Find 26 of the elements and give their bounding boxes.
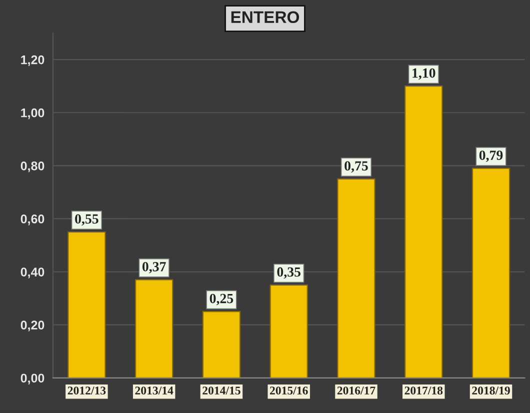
y-tick-label: 0,60 [20, 214, 44, 226]
x-tick-label: 2018/19 [472, 386, 510, 395]
x-tick-label: 2014/15 [202, 386, 240, 395]
y-tick-label: 0,80 [20, 161, 44, 172]
bar [134, 279, 174, 378]
x-tick-label: 2015/16 [270, 386, 308, 395]
data-label: 0,37 [142, 262, 166, 274]
x-tick-label: 2017/18 [404, 386, 443, 395]
data-label: 0,79 [479, 150, 503, 162]
y-tick-label: 1,20 [21, 55, 44, 66]
bar [202, 311, 241, 378]
y-tick-label: 0,20 [20, 320, 44, 332]
y-tick-label: 1,00 [21, 108, 44, 120]
x-tick-label: 2012/13 [68, 386, 106, 395]
x-tick-label: 2016/17 [337, 386, 376, 395]
y-tick-label: 0,00 [20, 374, 44, 384]
data-label: 0,55 [75, 214, 98, 226]
bar [404, 86, 443, 378]
data-label: 0,35 [277, 267, 300, 279]
chart-title: ENTERO [231, 11, 300, 24]
data-label: 0,75 [344, 161, 368, 173]
x-tick-label: 2013/14 [135, 386, 174, 395]
data-label: 1,10 [412, 68, 436, 80]
data-label: 0,25 [210, 294, 234, 306]
y-tick-label: 0,40 [20, 268, 44, 278]
bar [472, 168, 510, 378]
